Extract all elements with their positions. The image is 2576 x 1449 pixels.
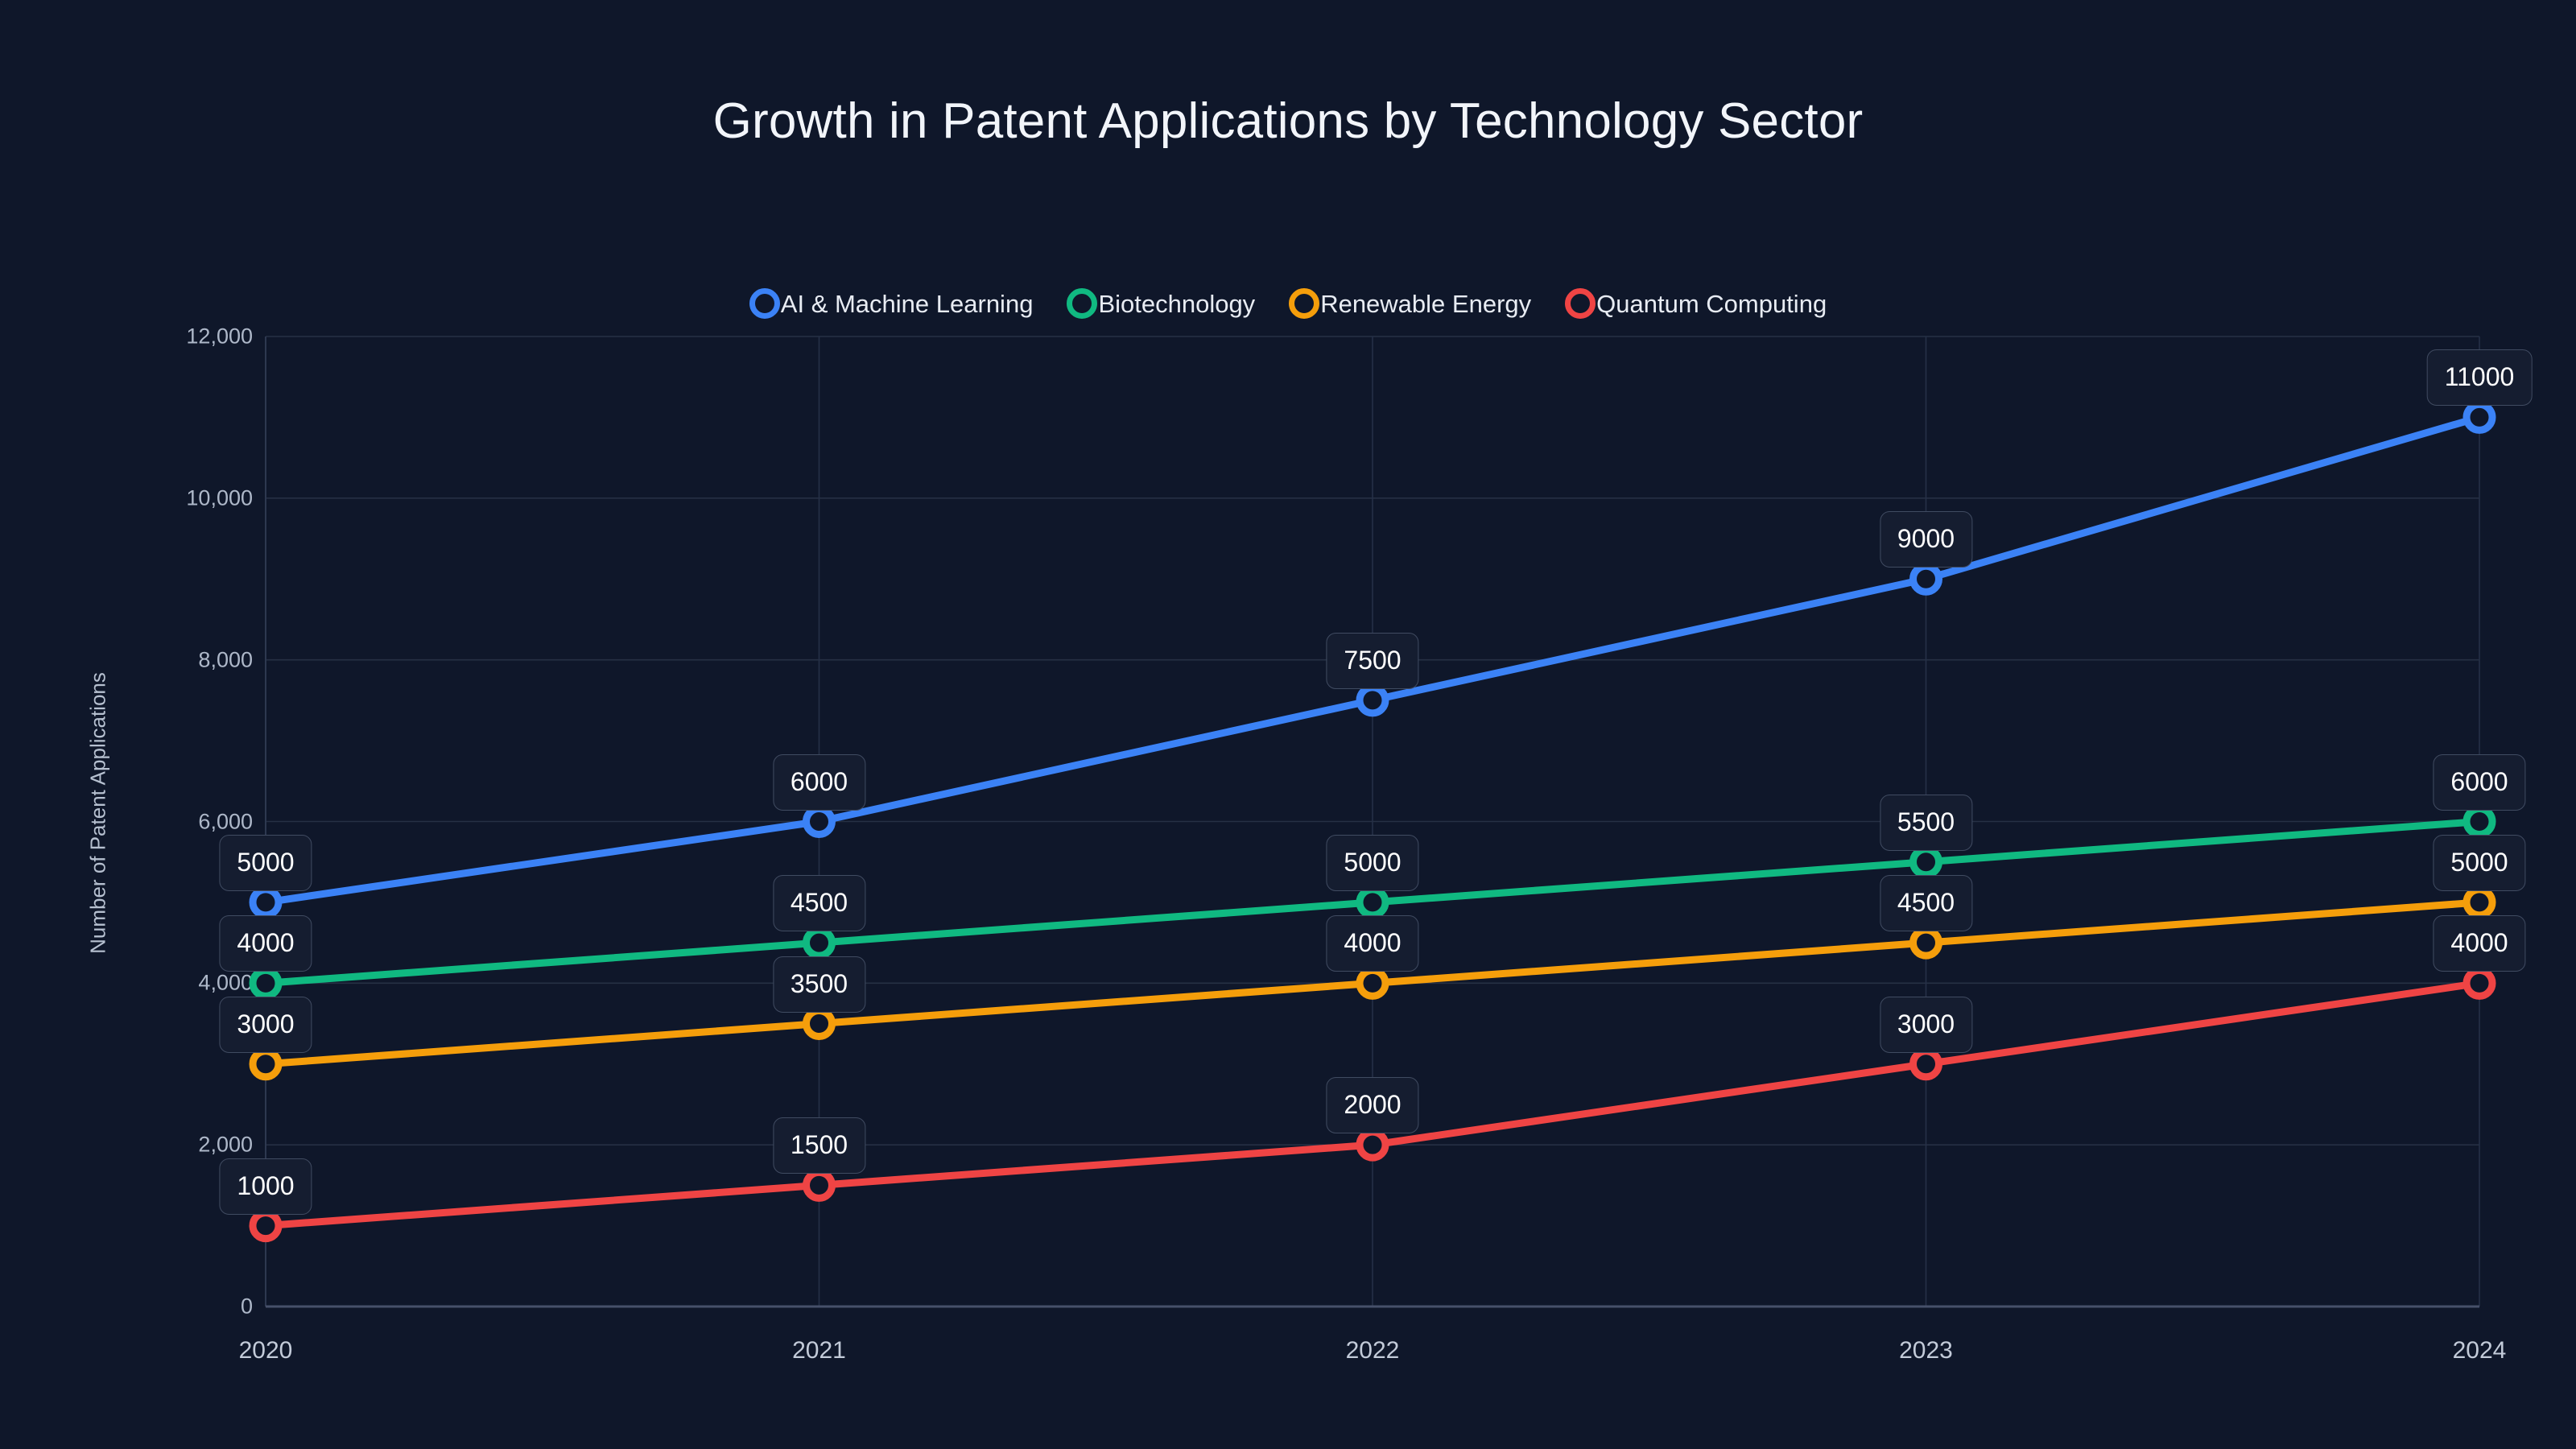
circle-outline-icon (1067, 288, 1098, 319)
data-point-marker[interactable] (803, 926, 836, 960)
plot-area (249, 336, 2496, 1308)
data-point-label: 3000 (1879, 996, 1973, 1053)
data-point-marker[interactable] (1356, 1128, 1389, 1162)
circle-outline-icon (749, 288, 780, 319)
legend-item-quantum-computing[interactable]: Quantum Computing (1565, 288, 1827, 319)
data-point-label: 4000 (2433, 915, 2526, 972)
y-axis-title: Number of Patent Applications (85, 672, 110, 954)
data-point-marker[interactable] (2462, 886, 2496, 919)
data-point-label: 5000 (1326, 834, 1419, 891)
legend-item-label: AI & Machine Learning (780, 289, 1034, 318)
data-point-label: 3000 (219, 996, 312, 1053)
data-point-marker[interactable] (1909, 845, 1942, 879)
data-point-label: 9000 (1879, 511, 1973, 568)
data-point-marker[interactable] (2462, 805, 2496, 838)
data-point-marker[interactable] (803, 1168, 836, 1202)
x-axis-tick-label: 2022 (1345, 1337, 1400, 1364)
chart-legend: AI & Machine Learning Biotechnology Renewa… (0, 288, 2576, 319)
data-point-label: 7500 (1326, 632, 1419, 689)
x-axis-tick-label: 2020 (238, 1337, 293, 1364)
data-point-marker[interactable] (249, 1209, 283, 1243)
data-point-label: 1000 (219, 1158, 312, 1215)
data-point-marker[interactable] (1909, 926, 1942, 960)
x-axis-tick-label: 2021 (792, 1337, 846, 1364)
legend-item-label: Quantum Computing (1596, 289, 1827, 318)
y-axis-tick-label: 10,000 (186, 485, 253, 510)
data-point-label: 6000 (772, 753, 866, 811)
y-axis-tick-label: 8,000 (198, 647, 253, 672)
legend-item-label: Biotechnology (1098, 289, 1256, 318)
data-point-label: 2000 (1326, 1077, 1419, 1134)
data-point-label: 5500 (1879, 794, 1973, 851)
data-point-marker[interactable] (1356, 886, 1389, 919)
data-point-label: 3500 (772, 956, 866, 1013)
y-axis-tick-label: 4,000 (198, 970, 253, 995)
plot-svg (249, 336, 2496, 1308)
data-point-marker[interactable] (2462, 966, 2496, 1000)
data-point-label: 6000 (2433, 753, 2526, 811)
legend-item-biotechnology[interactable]: Biotechnology (1067, 288, 1255, 319)
legend-item-label: Renewable Energy (1320, 289, 1532, 318)
data-point-marker[interactable] (1909, 562, 1942, 596)
data-point-label: 4000 (1326, 915, 1419, 972)
data-point-marker[interactable] (249, 886, 283, 919)
y-axis-tick-label: 6,000 (198, 809, 253, 833)
data-point-marker[interactable] (803, 1007, 836, 1041)
data-point-marker[interactable] (2462, 400, 2496, 434)
data-point-label: 11000 (2426, 349, 2533, 407)
circle-outline-icon (1289, 288, 1320, 319)
data-point-label: 4000 (219, 915, 312, 972)
data-point-label: 4500 (772, 875, 866, 932)
circle-outline-icon (1565, 288, 1596, 319)
data-point-marker[interactable] (249, 1047, 283, 1081)
x-axis-tick-label: 2023 (1899, 1337, 1953, 1364)
y-axis-tick-label: 12,000 (186, 324, 253, 349)
data-point-marker[interactable] (249, 966, 283, 1000)
data-point-label: 4500 (1879, 875, 1973, 932)
data-point-marker[interactable] (1356, 966, 1389, 1000)
data-point-label: 5000 (2433, 834, 2526, 891)
data-point-label: 1500 (772, 1117, 866, 1174)
legend-item-ai-machine-learning[interactable]: AI & Machine Learning (749, 288, 1034, 319)
data-point-marker[interactable] (1909, 1047, 1942, 1081)
data-point-marker[interactable] (803, 805, 836, 838)
page-title: Growth in Patent Applications by Technol… (712, 93, 1864, 149)
data-point-label: 5000 (219, 834, 312, 891)
data-point-marker[interactable] (1356, 683, 1389, 717)
legend-item-renewable-energy[interactable]: Renewable Energy (1289, 288, 1531, 319)
y-axis-tick-label: 0 (240, 1294, 253, 1319)
y-axis-tick-label: 2,000 (198, 1132, 253, 1157)
x-axis-tick-label: 2024 (2452, 1337, 2507, 1364)
